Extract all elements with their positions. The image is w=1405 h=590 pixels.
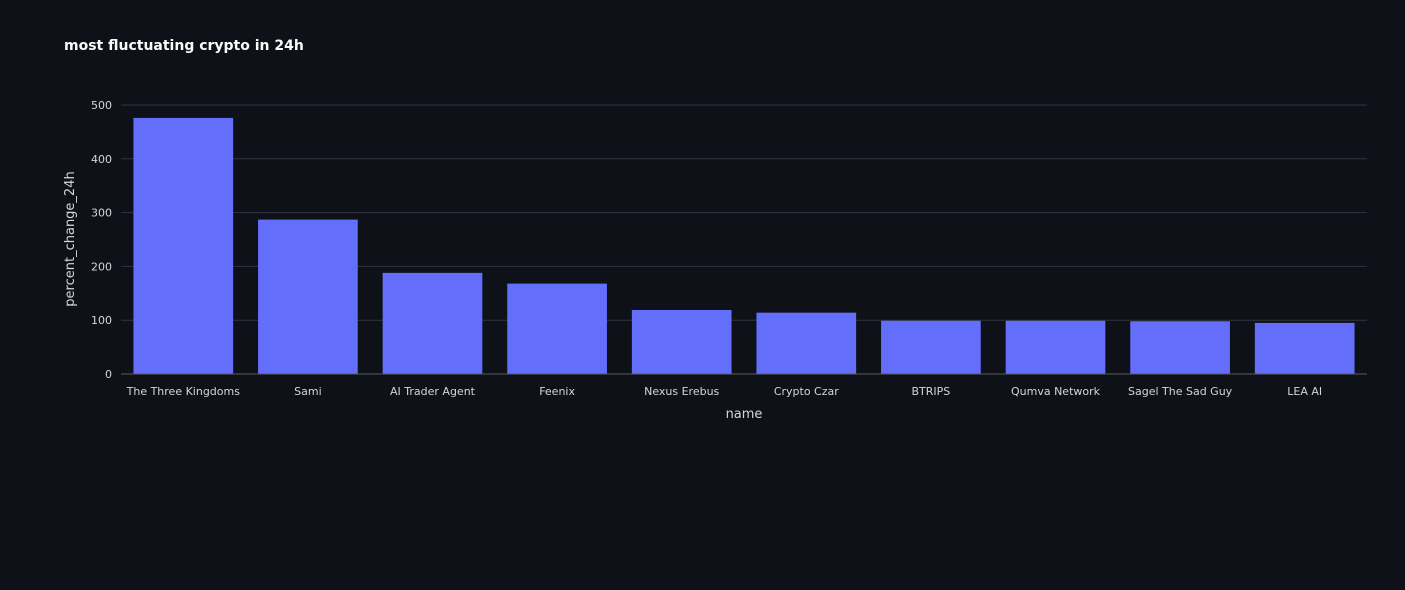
chart-title: most fluctuating crypto in 24h: [64, 38, 304, 54]
x-tick-label: Sami: [294, 385, 322, 398]
bar[interactable]: [258, 219, 358, 374]
x-tick-label: Crypto Czar: [774, 385, 839, 398]
bar[interactable]: [133, 117, 234, 375]
x-tick-label: Sagel The Sad Guy: [1128, 385, 1233, 398]
y-tick-label: 0: [105, 368, 112, 381]
y-tick-label: 500: [91, 99, 112, 112]
x-axis-label: name: [726, 407, 763, 422]
y-tick-label: 200: [91, 260, 112, 273]
y-tick-label: 300: [91, 207, 112, 220]
y-axis-label: percent_change_24h: [63, 171, 78, 306]
x-tick-label: LEA AI: [1287, 385, 1322, 398]
x-tick-label: BTRIPS: [912, 385, 951, 398]
y-tick-label: 100: [91, 314, 112, 327]
x-tick-label: Feenix: [539, 385, 575, 398]
bars: [133, 117, 1355, 375]
bar[interactable]: [382, 272, 483, 374]
bar[interactable]: [507, 283, 607, 374]
bar[interactable]: [756, 312, 857, 374]
axes: 0 100 200 300 400 500 The Three Kingdoms Sami AI…: [91, 99, 1367, 398]
bar[interactable]: [631, 309, 732, 374]
bar[interactable]: [881, 320, 981, 374]
y-tick-label: 400: [91, 153, 112, 166]
bar[interactable]: [1254, 322, 1355, 374]
bar[interactable]: [1005, 320, 1106, 374]
x-tick-label: Nexus Erebus: [644, 385, 719, 398]
x-tick-label: The Three Kingdoms: [126, 385, 241, 398]
x-tick-label: Qumva Network: [1011, 385, 1101, 398]
x-tick-label: AI Trader Agent: [390, 385, 476, 398]
bar[interactable]: [1130, 321, 1230, 374]
